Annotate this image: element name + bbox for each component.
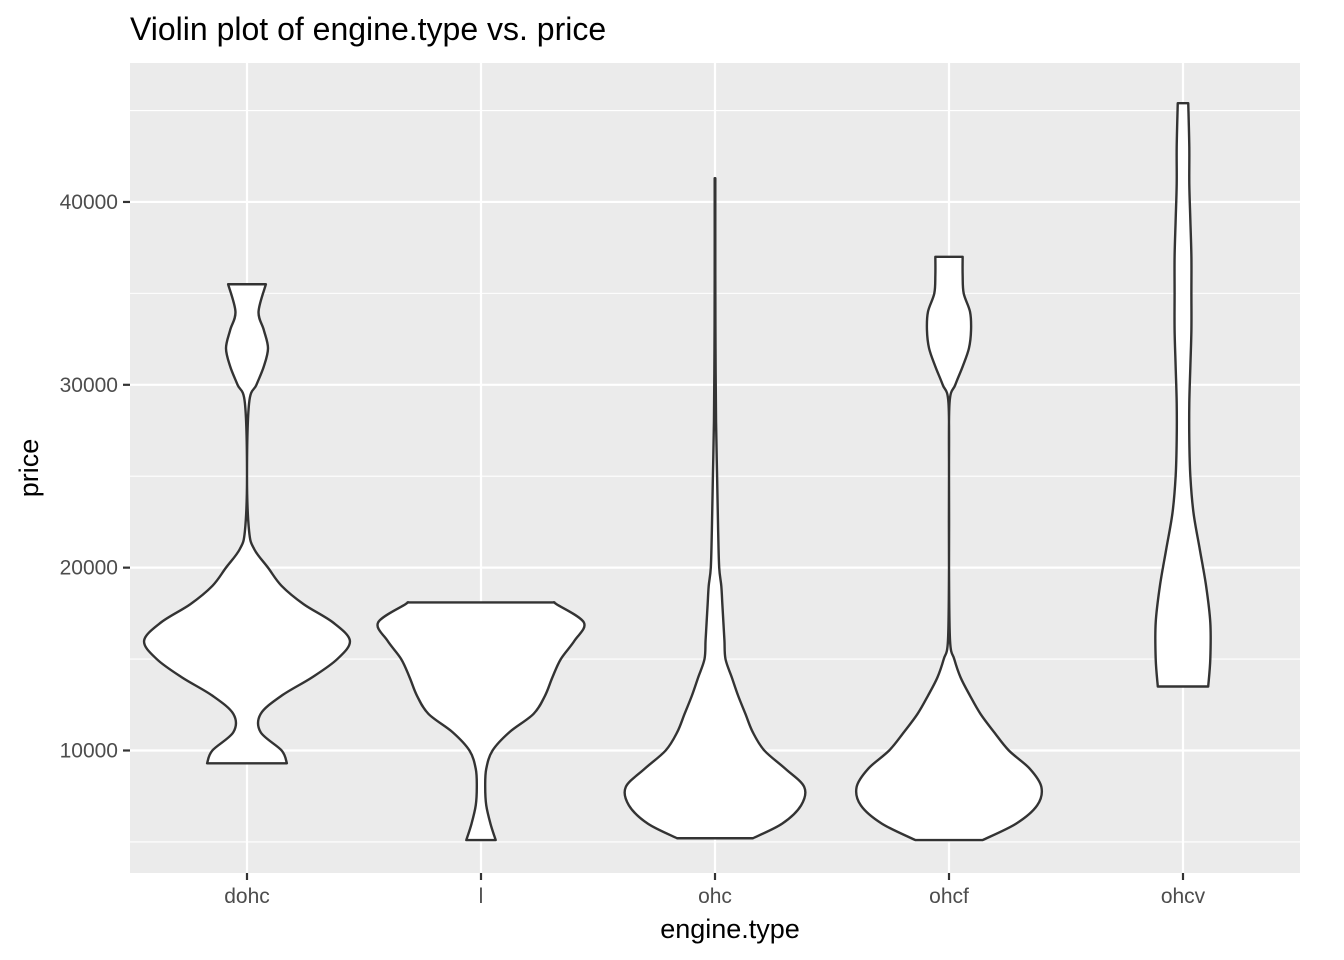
y-tick-label-0: 10000 (60, 739, 118, 762)
violin-dohc (142, 283, 352, 765)
x-axis: dohc l ohc ohcf ohcv (224, 873, 1206, 908)
violin-ohc (623, 176, 807, 840)
x-axis-title: engine.type (660, 914, 800, 944)
x-tick-label-ohcf: ohcf (929, 885, 969, 908)
y-tick-label-3: 40000 (60, 191, 118, 214)
violin-ohcf (854, 255, 1044, 842)
y-tick-label-2: 30000 (60, 374, 118, 397)
violin-ohcv (1154, 102, 1212, 688)
x-tick-label-ohcv: ohcv (1161, 885, 1206, 908)
x-tick-label-ohc: ohc (698, 885, 732, 908)
x-tick-label-dohc: dohc (224, 885, 270, 908)
y-tick-label-1: 20000 (60, 557, 118, 580)
violin-l (376, 600, 586, 842)
y-axis: 10000 20000 30000 40000 (60, 191, 130, 762)
chart-title: Violin plot of engine.type vs. price (130, 11, 606, 47)
y-axis-title: price (14, 439, 44, 498)
x-tick-label-l: l (479, 885, 484, 908)
violins (142, 102, 1212, 842)
